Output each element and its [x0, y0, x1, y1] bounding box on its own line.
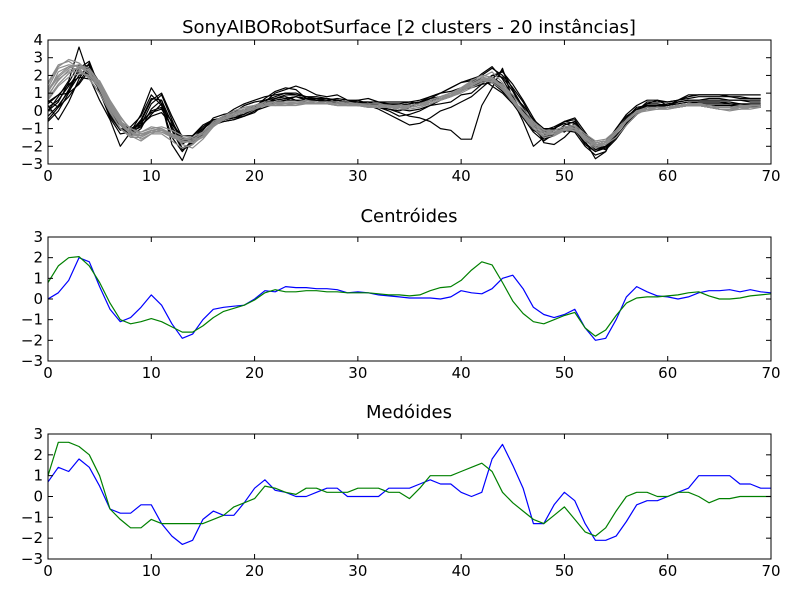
medoids-xtick-label: 40: [452, 562, 471, 580]
instances-ytick-label: 4: [33, 31, 43, 49]
centroids-ytick-label: −1: [21, 311, 43, 329]
centroids-xtick-label: 50: [555, 364, 574, 382]
instances-ytick-label: −1: [21, 120, 43, 138]
centroids-ytick-label: 2: [33, 249, 43, 267]
centroids-ytick-label: −3: [21, 352, 43, 370]
centroids-xtick-label: 60: [658, 364, 677, 382]
medoids-xtick-label: 30: [348, 562, 367, 580]
medoids-series-blue-0: [48, 443, 771, 546]
centroids-ytick-label: 0: [33, 290, 43, 308]
medoids-ytick-label: −3: [21, 550, 43, 568]
chart-title-medoids: Medóides: [366, 402, 452, 423]
instances-ytick-label: 2: [33, 66, 43, 84]
medoids-ytick-label: 3: [33, 425, 43, 443]
centroids-xtick-label: 40: [452, 364, 471, 382]
medoids-xtick-label: 50: [555, 562, 574, 580]
medoids-ytick-label: 0: [33, 488, 43, 506]
instances-series-gray-19: [48, 64, 761, 146]
centroids-ytick-label: −2: [21, 331, 43, 349]
centroids-xtick-label: 20: [245, 364, 264, 382]
medoids-ytick-label: 2: [33, 446, 43, 464]
instances-ytick-label: 1: [33, 84, 43, 102]
instances-series-black-9: [48, 76, 761, 144]
medoids-ytick-label: −2: [21, 529, 43, 547]
instances-xtick-label: 20: [245, 167, 264, 185]
medoids-xtick-label: 60: [658, 562, 677, 580]
centroids-series-green-1: [48, 256, 771, 337]
centroids-xtick-label: 0: [43, 364, 53, 382]
medoids-ytick-label: 1: [33, 467, 43, 485]
medoids-ytick-label: −1: [21, 508, 43, 526]
chart-title-instances: SonyAIBORobotSurface [2 clusters - 20 in…: [182, 17, 636, 38]
medoids-xtick-label: 0: [43, 562, 53, 580]
instances-xtick-label: 0: [43, 167, 53, 185]
instances-xtick-label: 70: [761, 167, 780, 185]
centroids-ytick-label: 3: [33, 228, 43, 246]
medoids-xtick-label: 70: [761, 562, 780, 580]
centroids-ytick-label: 1: [33, 269, 43, 287]
medoids-series-green-1: [48, 441, 771, 537]
centroids-xtick-label: 30: [348, 364, 367, 382]
centroids-series-blue-0: [48, 257, 771, 341]
instances-series-gray-17: [48, 60, 761, 147]
instances-xtick-label: 60: [658, 167, 677, 185]
instances-xtick-label: 50: [555, 167, 574, 185]
instances-ytick-label: −2: [21, 137, 43, 155]
medoids-xtick-label: 20: [245, 562, 264, 580]
instances-series-black-0: [48, 46, 761, 162]
centroids-xtick-label: 70: [761, 364, 780, 382]
instances-xtick-label: 30: [348, 167, 367, 185]
instances-axes-frame: [47, 39, 772, 165]
instances-xtick-label: 40: [452, 167, 471, 185]
instances-ytick-label: 0: [33, 102, 43, 120]
instances-xtick-label: 10: [142, 167, 161, 185]
medoids-xtick-label: 10: [142, 562, 161, 580]
centroids-xtick-label: 10: [142, 364, 161, 382]
chart-title-centroids: Centróides: [360, 206, 457, 227]
instances-ytick-label: −3: [21, 155, 43, 173]
instances-ytick-label: 3: [33, 49, 43, 67]
